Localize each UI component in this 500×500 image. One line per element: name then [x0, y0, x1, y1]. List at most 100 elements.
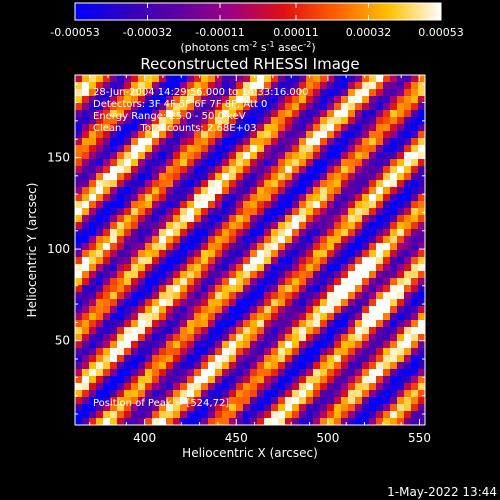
heatmap-cell	[334, 243, 342, 251]
heatmap-cell	[117, 124, 125, 132]
heatmap-cell	[285, 187, 293, 195]
heatmap-cell	[173, 145, 181, 153]
heatmap-cell	[103, 82, 111, 90]
heatmap-cell	[334, 124, 342, 132]
heatmap-cell	[313, 159, 321, 167]
heatmap-cell	[145, 334, 153, 342]
heatmap-cell	[194, 397, 202, 405]
heatmap-cell	[383, 418, 391, 426]
heatmap-cell	[110, 355, 118, 363]
heatmap-cell	[117, 194, 125, 202]
heatmap-cell	[334, 236, 342, 244]
heatmap-cell	[292, 376, 300, 384]
heatmap-cell	[320, 250, 328, 258]
heatmap-cell	[117, 320, 125, 328]
heatmap-cell	[173, 320, 181, 328]
heatmap-cell	[306, 117, 314, 125]
heatmap-cell	[306, 320, 314, 328]
heatmap-cell	[89, 222, 97, 230]
heatmap-cell	[390, 250, 398, 258]
heatmap-cell	[236, 75, 244, 83]
heatmap-cell	[306, 138, 314, 146]
heatmap-cell	[229, 215, 237, 223]
heatmap-cell	[138, 411, 146, 419]
heatmap-cell	[327, 313, 335, 321]
heatmap-cell	[229, 173, 237, 181]
heatmap-cell	[292, 334, 300, 342]
heatmap-cell	[75, 229, 83, 237]
heatmap-cell	[299, 397, 307, 405]
heatmap-cell	[411, 369, 419, 377]
heatmap-cell	[145, 376, 153, 384]
heatmap-cell	[257, 306, 265, 314]
heatmap-cell	[320, 271, 328, 279]
heatmap-cell	[243, 173, 251, 181]
heatmap-cell	[341, 341, 349, 349]
heatmap-cell	[271, 383, 279, 391]
heatmap-cell	[166, 355, 174, 363]
heatmap-cell	[348, 390, 356, 398]
heatmap-cell	[397, 89, 405, 97]
heatmap-cell	[369, 376, 377, 384]
heatmap-cell	[145, 124, 153, 132]
colorbar	[74, 2, 442, 21]
heatmap-cell	[208, 313, 216, 321]
heatmap-cell	[173, 257, 181, 265]
heatmap-cell	[369, 96, 377, 104]
heatmap-cell	[334, 257, 342, 265]
heatmap-cell	[327, 334, 335, 342]
heatmap-cell	[327, 362, 335, 370]
heatmap-cell	[348, 159, 356, 167]
heatmap-cell	[306, 89, 314, 97]
heatmap-cell	[152, 236, 160, 244]
heatmap-cell	[257, 117, 265, 125]
heatmap-cell	[376, 299, 384, 307]
heatmap-cell	[369, 306, 377, 314]
heatmap-cell	[397, 257, 405, 265]
heatmap-cell	[243, 201, 251, 209]
heatmap-cell	[348, 327, 356, 335]
heatmap-cell	[82, 285, 90, 293]
heatmap-cell	[124, 96, 132, 104]
heatmap-cell	[404, 362, 412, 370]
heatmap-cell	[271, 257, 279, 265]
heatmap-cell	[383, 369, 391, 377]
heatmap-cell	[138, 110, 146, 118]
heatmap-cell	[292, 187, 300, 195]
heatmap-cell	[390, 187, 398, 195]
heatmap-cell	[96, 348, 104, 356]
heatmap-cell	[152, 243, 160, 251]
heatmap-cell	[208, 117, 216, 125]
heatmap-cell	[355, 110, 363, 118]
heatmap-cell	[201, 397, 209, 405]
heatmap-cell	[131, 201, 139, 209]
heatmap-cell	[264, 271, 272, 279]
heatmap-cell	[292, 229, 300, 237]
heatmap-cell	[173, 355, 181, 363]
heatmap-cell	[110, 145, 118, 153]
heatmap-cell	[124, 299, 132, 307]
heatmap-cell	[320, 390, 328, 398]
heatmap-cell	[320, 145, 328, 153]
heatmap-cell	[229, 243, 237, 251]
heatmap-cell	[390, 348, 398, 356]
heatmap-cell	[180, 348, 188, 356]
heatmap-cell	[117, 173, 125, 181]
heatmap-cell	[194, 390, 202, 398]
heatmap-cell	[103, 138, 111, 146]
heatmap-cell	[159, 404, 167, 412]
heatmap-cell	[271, 187, 279, 195]
heatmap-cell	[194, 187, 202, 195]
heatmap-cell	[152, 201, 160, 209]
heatmap-cell	[306, 369, 314, 377]
annotation-detectors: Detectors: 3F 4F 5F 6F 7F 8F, Att 0	[93, 99, 267, 110]
heatmap-cell	[180, 124, 188, 132]
heatmap-cell	[243, 243, 251, 251]
heatmap-cell	[418, 390, 426, 398]
heatmap-cell	[418, 201, 426, 209]
heatmap-cell	[299, 173, 307, 181]
heatmap-cell	[208, 250, 216, 258]
heatmap-cell	[362, 229, 370, 237]
heatmap-cell	[152, 376, 160, 384]
heatmap-cell	[229, 89, 237, 97]
